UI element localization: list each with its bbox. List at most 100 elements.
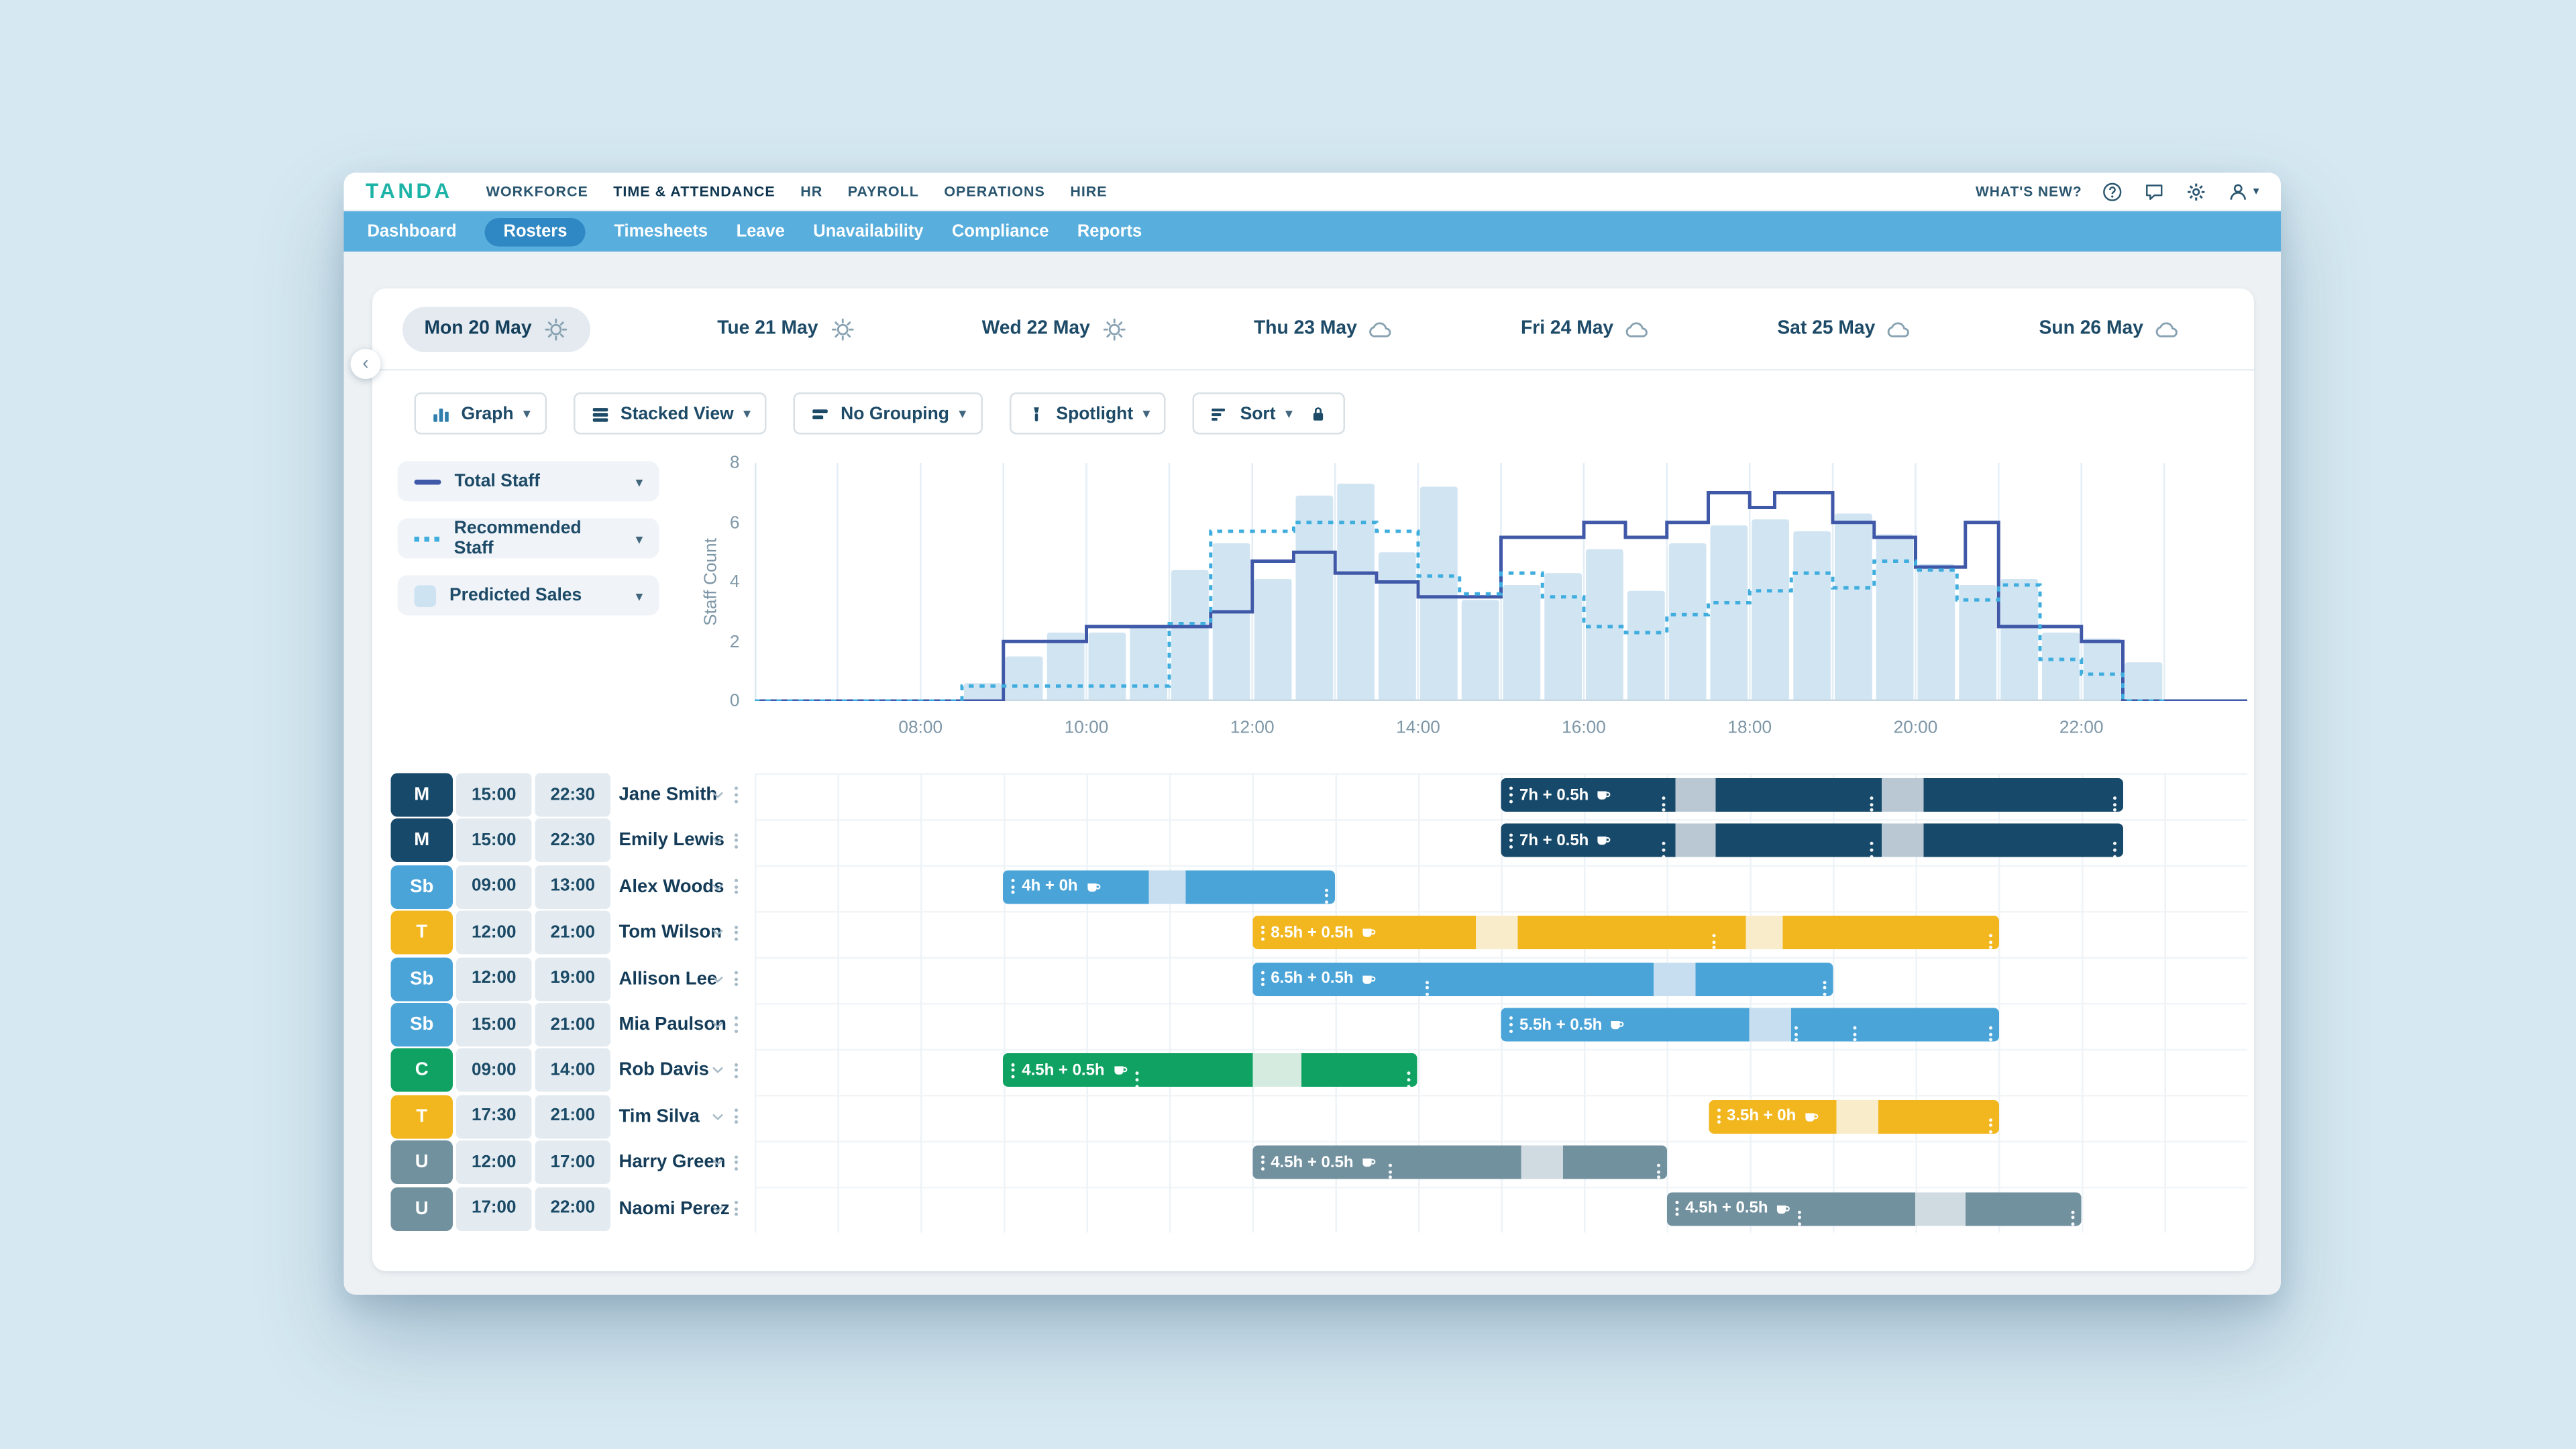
chat-button[interactable]: [2144, 180, 2166, 203]
shift-start-time[interactable]: 12:00: [456, 957, 532, 1001]
row-menu[interactable]: [735, 865, 738, 908]
shift-start-time[interactable]: 12:00: [456, 1140, 532, 1185]
row-expand-chevron[interactable]: [710, 865, 727, 908]
subnav-item-timesheets[interactable]: Timesheets: [614, 222, 708, 241]
shift-bar[interactable]: 4h + 0h: [1003, 869, 1336, 904]
shift-type-badge[interactable]: C: [390, 1049, 453, 1093]
row-menu[interactable]: [735, 957, 738, 1000]
shift-kebab-icon[interactable]: [2112, 796, 2116, 812]
shift-end-time[interactable]: 21:00: [535, 910, 610, 955]
row-kebab-icon[interactable]: [735, 924, 738, 941]
shift-kebab-icon[interactable]: [1012, 879, 1016, 895]
shift-kebab-icon[interactable]: [1388, 1164, 1392, 1179]
shift-kebab-icon[interactable]: [1869, 842, 1873, 858]
help-button[interactable]: [2102, 180, 2125, 203]
row-kebab-icon[interactable]: [735, 787, 738, 803]
no-grouping-button[interactable]: No Grouping ▾: [794, 392, 983, 435]
shift-kebab-icon[interactable]: [1675, 1201, 1679, 1216]
shift-kebab-icon[interactable]: [2112, 842, 2116, 858]
row-menu[interactable]: [735, 1187, 738, 1230]
row-expand-chevron[interactable]: [710, 1187, 727, 1230]
row-expand-chevron[interactable]: [710, 819, 727, 863]
user-button[interactable]: ▾: [2228, 180, 2259, 203]
shift-kebab-icon[interactable]: [1260, 1155, 1265, 1171]
shift-kebab-icon[interactable]: [1325, 888, 1329, 904]
shift-kebab-icon[interactable]: [1656, 1164, 1660, 1179]
row-kebab-icon[interactable]: [735, 1155, 738, 1171]
row-kebab-icon[interactable]: [735, 1109, 738, 1124]
shift-kebab-icon[interactable]: [1988, 934, 1992, 950]
row-kebab-icon[interactable]: [735, 1201, 738, 1216]
topnav-item-hr[interactable]: HR: [800, 182, 823, 200]
subnav-item-unavailability[interactable]: Unavailability: [813, 222, 924, 241]
row-expand-chevron[interactable]: [710, 957, 727, 1000]
shift-start-time[interactable]: 15:00: [456, 773, 532, 817]
row-menu[interactable]: [735, 1095, 738, 1138]
shift-kebab-icon[interactable]: [1869, 796, 1873, 812]
row-menu[interactable]: [735, 1049, 738, 1092]
shift-end-time[interactable]: 17:00: [535, 1140, 610, 1185]
shift-start-time[interactable]: 15:00: [456, 818, 532, 863]
shift-kebab-icon[interactable]: [1509, 1017, 1513, 1032]
shift-end-time[interactable]: 22:30: [535, 773, 610, 817]
row-kebab-icon[interactable]: [735, 1017, 738, 1032]
shift-kebab-icon[interactable]: [1794, 1026, 1798, 1042]
shift-end-time[interactable]: 13:00: [535, 865, 610, 909]
row-menu[interactable]: [735, 911, 738, 955]
shift-start-time[interactable]: 09:00: [456, 1049, 532, 1093]
shift-type-badge[interactable]: U: [390, 1140, 453, 1185]
topnav-item-operations[interactable]: OPERATIONS: [944, 182, 1045, 200]
shift-kebab-icon[interactable]: [1135, 1072, 1139, 1087]
subnav-item-rosters[interactable]: Rosters: [485, 217, 586, 246]
shift-kebab-icon[interactable]: [1260, 924, 1265, 941]
shift-kebab-icon[interactable]: [1662, 842, 1666, 858]
shift-type-badge[interactable]: T: [390, 1094, 453, 1138]
shift-type-badge[interactable]: Sb: [390, 1003, 453, 1046]
shift-type-badge[interactable]: M: [390, 818, 453, 863]
shift-bar[interactable]: 7h + 0.5h: [1501, 778, 2123, 812]
topnav-item-workforce[interactable]: WORKFORCE: [486, 182, 588, 200]
shift-kebab-icon[interactable]: [2071, 1210, 2075, 1226]
shift-start-time[interactable]: 17:30: [456, 1094, 532, 1138]
shift-bar[interactable]: 5.5h + 0.5h: [1501, 1008, 1999, 1042]
shift-bar[interactable]: 3.5h + 0h: [1708, 1099, 1999, 1134]
date-tab-thu-23-may[interactable]: Thu 23 May: [1254, 316, 1394, 341]
row-menu[interactable]: [735, 1003, 738, 1046]
shift-end-time[interactable]: 22:00: [535, 1186, 610, 1230]
shift-bar[interactable]: 8.5h + 0.5h: [1252, 916, 1999, 950]
shift-kebab-icon[interactable]: [1407, 1072, 1411, 1087]
shift-type-badge[interactable]: Sb: [390, 957, 453, 1001]
date-tab-fri-24-may[interactable]: Fri 24 May: [1521, 316, 1650, 341]
topnav-item-time-attendance[interactable]: TIME & ATTENDANCE: [613, 182, 775, 200]
date-tab-tue-21-may[interactable]: Tue 21 May: [717, 316, 855, 341]
shift-kebab-icon[interactable]: [1799, 1210, 1803, 1226]
spotlight-button[interactable]: Spotlight ▾: [1009, 392, 1167, 435]
whats-new-link[interactable]: WHAT'S NEW?: [1976, 182, 2082, 200]
legend-item-predicted-sales[interactable]: Predicted Sales ▾: [397, 575, 659, 616]
shift-start-time[interactable]: 17:00: [456, 1186, 532, 1230]
row-expand-chevron[interactable]: [710, 1003, 727, 1046]
row-menu[interactable]: [735, 819, 738, 863]
row-expand-chevron[interactable]: [710, 1049, 727, 1092]
shift-kebab-icon[interactable]: [1662, 796, 1666, 812]
row-menu[interactable]: [735, 773, 738, 817]
subnav-item-dashboard[interactable]: Dashboard: [367, 222, 457, 241]
previous-week-button[interactable]: ‹: [350, 349, 381, 379]
shift-kebab-icon[interactable]: [1260, 971, 1265, 987]
shift-kebab-icon[interactable]: [1711, 934, 1715, 950]
date-tab-sat-25-may[interactable]: Sat 25 May: [1777, 316, 1912, 341]
shift-type-badge[interactable]: T: [390, 910, 453, 955]
shift-end-time[interactable]: 21:00: [535, 1094, 610, 1138]
row-expand-chevron[interactable]: [710, 911, 727, 955]
shift-kebab-icon[interactable]: [1988, 1026, 1992, 1042]
shift-kebab-icon[interactable]: [1012, 1063, 1016, 1079]
shift-kebab-icon[interactable]: [1509, 833, 1513, 849]
row-expand-chevron[interactable]: [710, 1140, 727, 1184]
date-tab-sun-26-may[interactable]: Sun 26 May: [2039, 316, 2180, 341]
topnav-item-payroll[interactable]: PAYROLL: [847, 182, 919, 200]
shift-start-time[interactable]: 09:00: [456, 865, 532, 909]
row-kebab-icon[interactable]: [735, 833, 738, 849]
shift-bar[interactable]: 7h + 0.5h: [1501, 824, 2123, 858]
shift-kebab-icon[interactable]: [1852, 1026, 1856, 1042]
shift-kebab-icon[interactable]: [1509, 787, 1513, 803]
